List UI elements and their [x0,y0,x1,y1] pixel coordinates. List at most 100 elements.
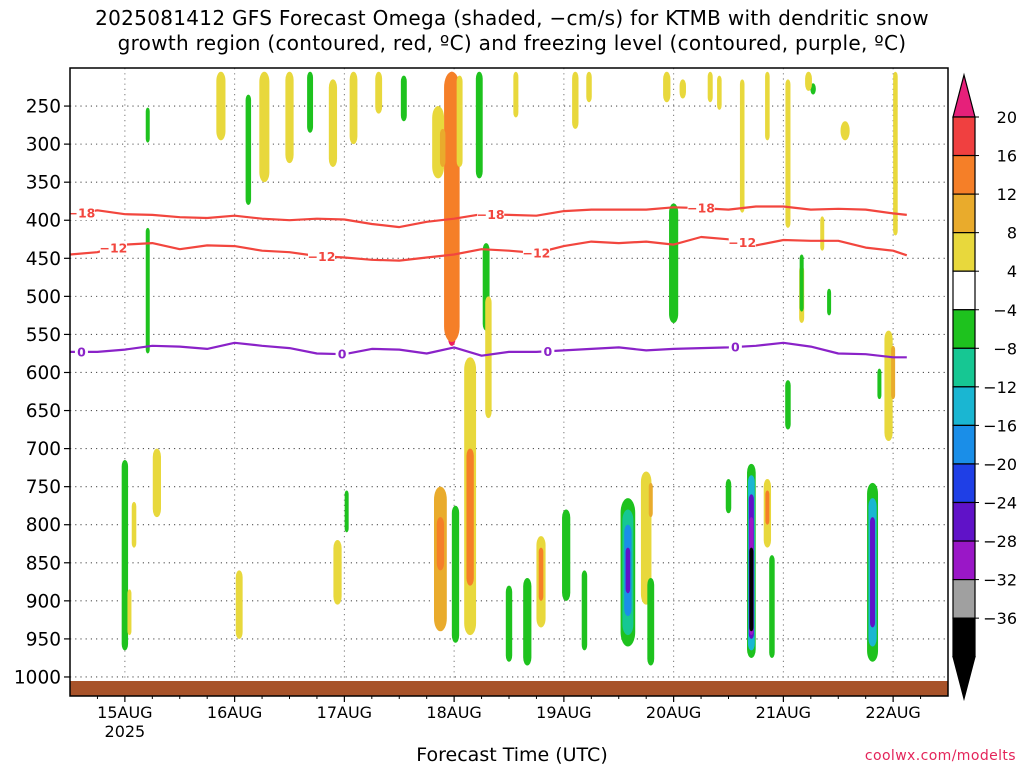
freezing-level-contour [70,341,907,359]
omega-region [328,79,338,167]
omega-region [669,203,679,324]
omega-region [562,509,571,601]
omega-region [893,71,898,236]
svg-text:−12: −12 [523,245,551,260]
colorbar-label: 16 [997,147,1017,166]
omega-region [765,71,770,141]
colorbar-label: −24 [983,494,1017,513]
omega-region [820,216,825,251]
dgz-contour-label: −18 [687,201,715,216]
freezing-level-contour-label: 0 [541,344,555,359]
x-tick-label: 20AUG [646,703,701,722]
omega-region [717,75,722,110]
x-tick-label: 17AUG [317,703,372,722]
omega-region [891,345,896,400]
site-credit[interactable]: coolwx.com/modelts [864,748,1016,764]
colorbar-label: 4 [1007,262,1017,281]
omega-region [400,75,407,122]
omega-region [707,71,713,103]
colorbar-top-arrow [952,72,976,118]
y-tick-label: 400 [26,211,61,232]
omega-region [827,288,832,316]
omega-region [127,589,132,636]
y-tick-label: 350 [26,173,61,194]
y-tick-label: 800 [26,515,61,536]
omega-region [466,448,474,586]
colorbar-swatch [952,193,976,234]
omega-region [877,368,882,400]
freezing-level-contour-label: 0 [74,344,88,359]
colorbar-label: −36 [983,609,1017,628]
colorbar-bottom-arrow [952,656,976,702]
y-tick-label: 250 [26,97,61,118]
title-line-1: 2025081412 GFS Forecast Omega (shaded, −… [95,6,929,30]
x-tick-label: 21AUG [756,703,811,722]
omega-region [344,490,349,533]
colorbar-swatch [952,540,976,581]
omega-region [586,71,592,103]
colorbar-swatch [952,617,976,658]
chart-title: 2025081412 GFS Forecast Omega (shaded, −… [0,6,1024,56]
colorbar-label: −12 [983,378,1017,397]
omega-region [679,79,686,99]
omega-region [523,578,532,666]
colorbar-label: 12 [997,185,1017,204]
svg-text:0: 0 [731,339,740,354]
omega-region [581,570,588,651]
omega-region [625,547,631,594]
y-tick-label: 450 [26,249,61,270]
svg-text:0: 0 [77,344,86,359]
temperature-contours: −18 −18 −18 −12 −12 −12 −12 0 0 0 0 [67,201,908,362]
colorbar-swatch [952,347,976,388]
omega-region [475,71,483,179]
colorbar-swatch [952,386,976,427]
omega-region [436,517,445,571]
colorbar-swatch [952,578,976,619]
colorbar-label: −4 [993,301,1017,320]
omega-region [765,490,770,525]
y-tick-label: 500 [26,287,61,308]
omega-region [307,71,314,133]
svg-text:−12: −12 [728,235,756,250]
omega-region [785,79,791,228]
omega-region [145,227,150,354]
x-tick-label: 16AUG [207,703,262,722]
y-tick-label: 650 [26,401,61,422]
omega-shading [121,71,898,666]
svg-text:0: 0 [338,347,347,362]
surface-ground [70,681,948,696]
omega-region [152,448,162,518]
colorbar-swatch [952,424,976,465]
x-tick-label: 22AUG [865,703,920,722]
y-tick-label: 950 [26,629,61,650]
omega-region [451,505,460,643]
omega-region [439,128,446,167]
y-tick-label: 900 [26,591,61,612]
omega-region [647,578,655,666]
omega-region [538,547,544,601]
svg-text:−18: −18 [67,206,95,221]
x-tick-label: 15AUG [97,703,152,722]
omega-region [572,71,579,129]
colorbar-label: −32 [983,571,1017,590]
omega-region [245,94,252,206]
omega-region [349,71,358,145]
y-tick-label: 850 [26,553,61,574]
y-tick-label: 300 [26,135,61,156]
dgz-contour-label: −12 [523,245,551,260]
x-tick-label: 18AUG [426,703,481,722]
x-tick-sublabel: 2025 [105,722,146,741]
x-tick-label: 19AUG [536,703,591,722]
colorbar-label: −28 [983,532,1017,551]
omega-region [648,482,653,518]
omega-region [259,71,270,183]
dgz-contour [70,235,908,262]
svg-text:−18: −18 [477,207,505,222]
omega-region [444,71,460,343]
omega-region [870,517,876,628]
dgz-contour-label: −18 [67,206,95,221]
omega-region [805,71,812,91]
omega-region [769,555,775,658]
colorbar-label: −20 [983,455,1017,474]
